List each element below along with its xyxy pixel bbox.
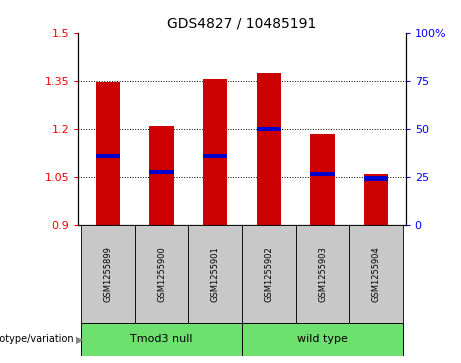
Text: wild type: wild type (297, 334, 348, 344)
Bar (81, 323, 242, 356)
Bar (203, 79, 227, 225)
Text: GSM1255900: GSM1255900 (157, 246, 166, 302)
Bar (96, 82, 120, 225)
Text: genotype/variation: genotype/variation (0, 334, 74, 344)
Bar (310, 172, 335, 176)
Title: GDS4827 / 10485191: GDS4827 / 10485191 (167, 16, 317, 30)
Text: GSM1255901: GSM1255901 (211, 246, 220, 302)
Text: ▶: ▶ (76, 334, 83, 344)
Bar (81, 225, 135, 323)
Bar (149, 170, 174, 174)
Bar (203, 154, 227, 158)
Bar (257, 127, 281, 131)
Bar (135, 225, 189, 323)
Text: GSM1255902: GSM1255902 (264, 246, 273, 302)
Bar (242, 225, 296, 323)
Text: GSM1255904: GSM1255904 (372, 246, 381, 302)
Bar (296, 225, 349, 323)
Text: GSM1255899: GSM1255899 (103, 246, 112, 302)
Bar (149, 126, 174, 225)
Bar (364, 176, 388, 181)
Text: Tmod3 null: Tmod3 null (130, 334, 193, 344)
Bar (242, 323, 403, 356)
Bar (310, 134, 335, 225)
Bar (189, 225, 242, 323)
Bar (349, 225, 403, 323)
Bar (364, 174, 388, 225)
Bar (257, 73, 281, 225)
Text: GSM1255903: GSM1255903 (318, 246, 327, 302)
Bar (96, 154, 120, 158)
